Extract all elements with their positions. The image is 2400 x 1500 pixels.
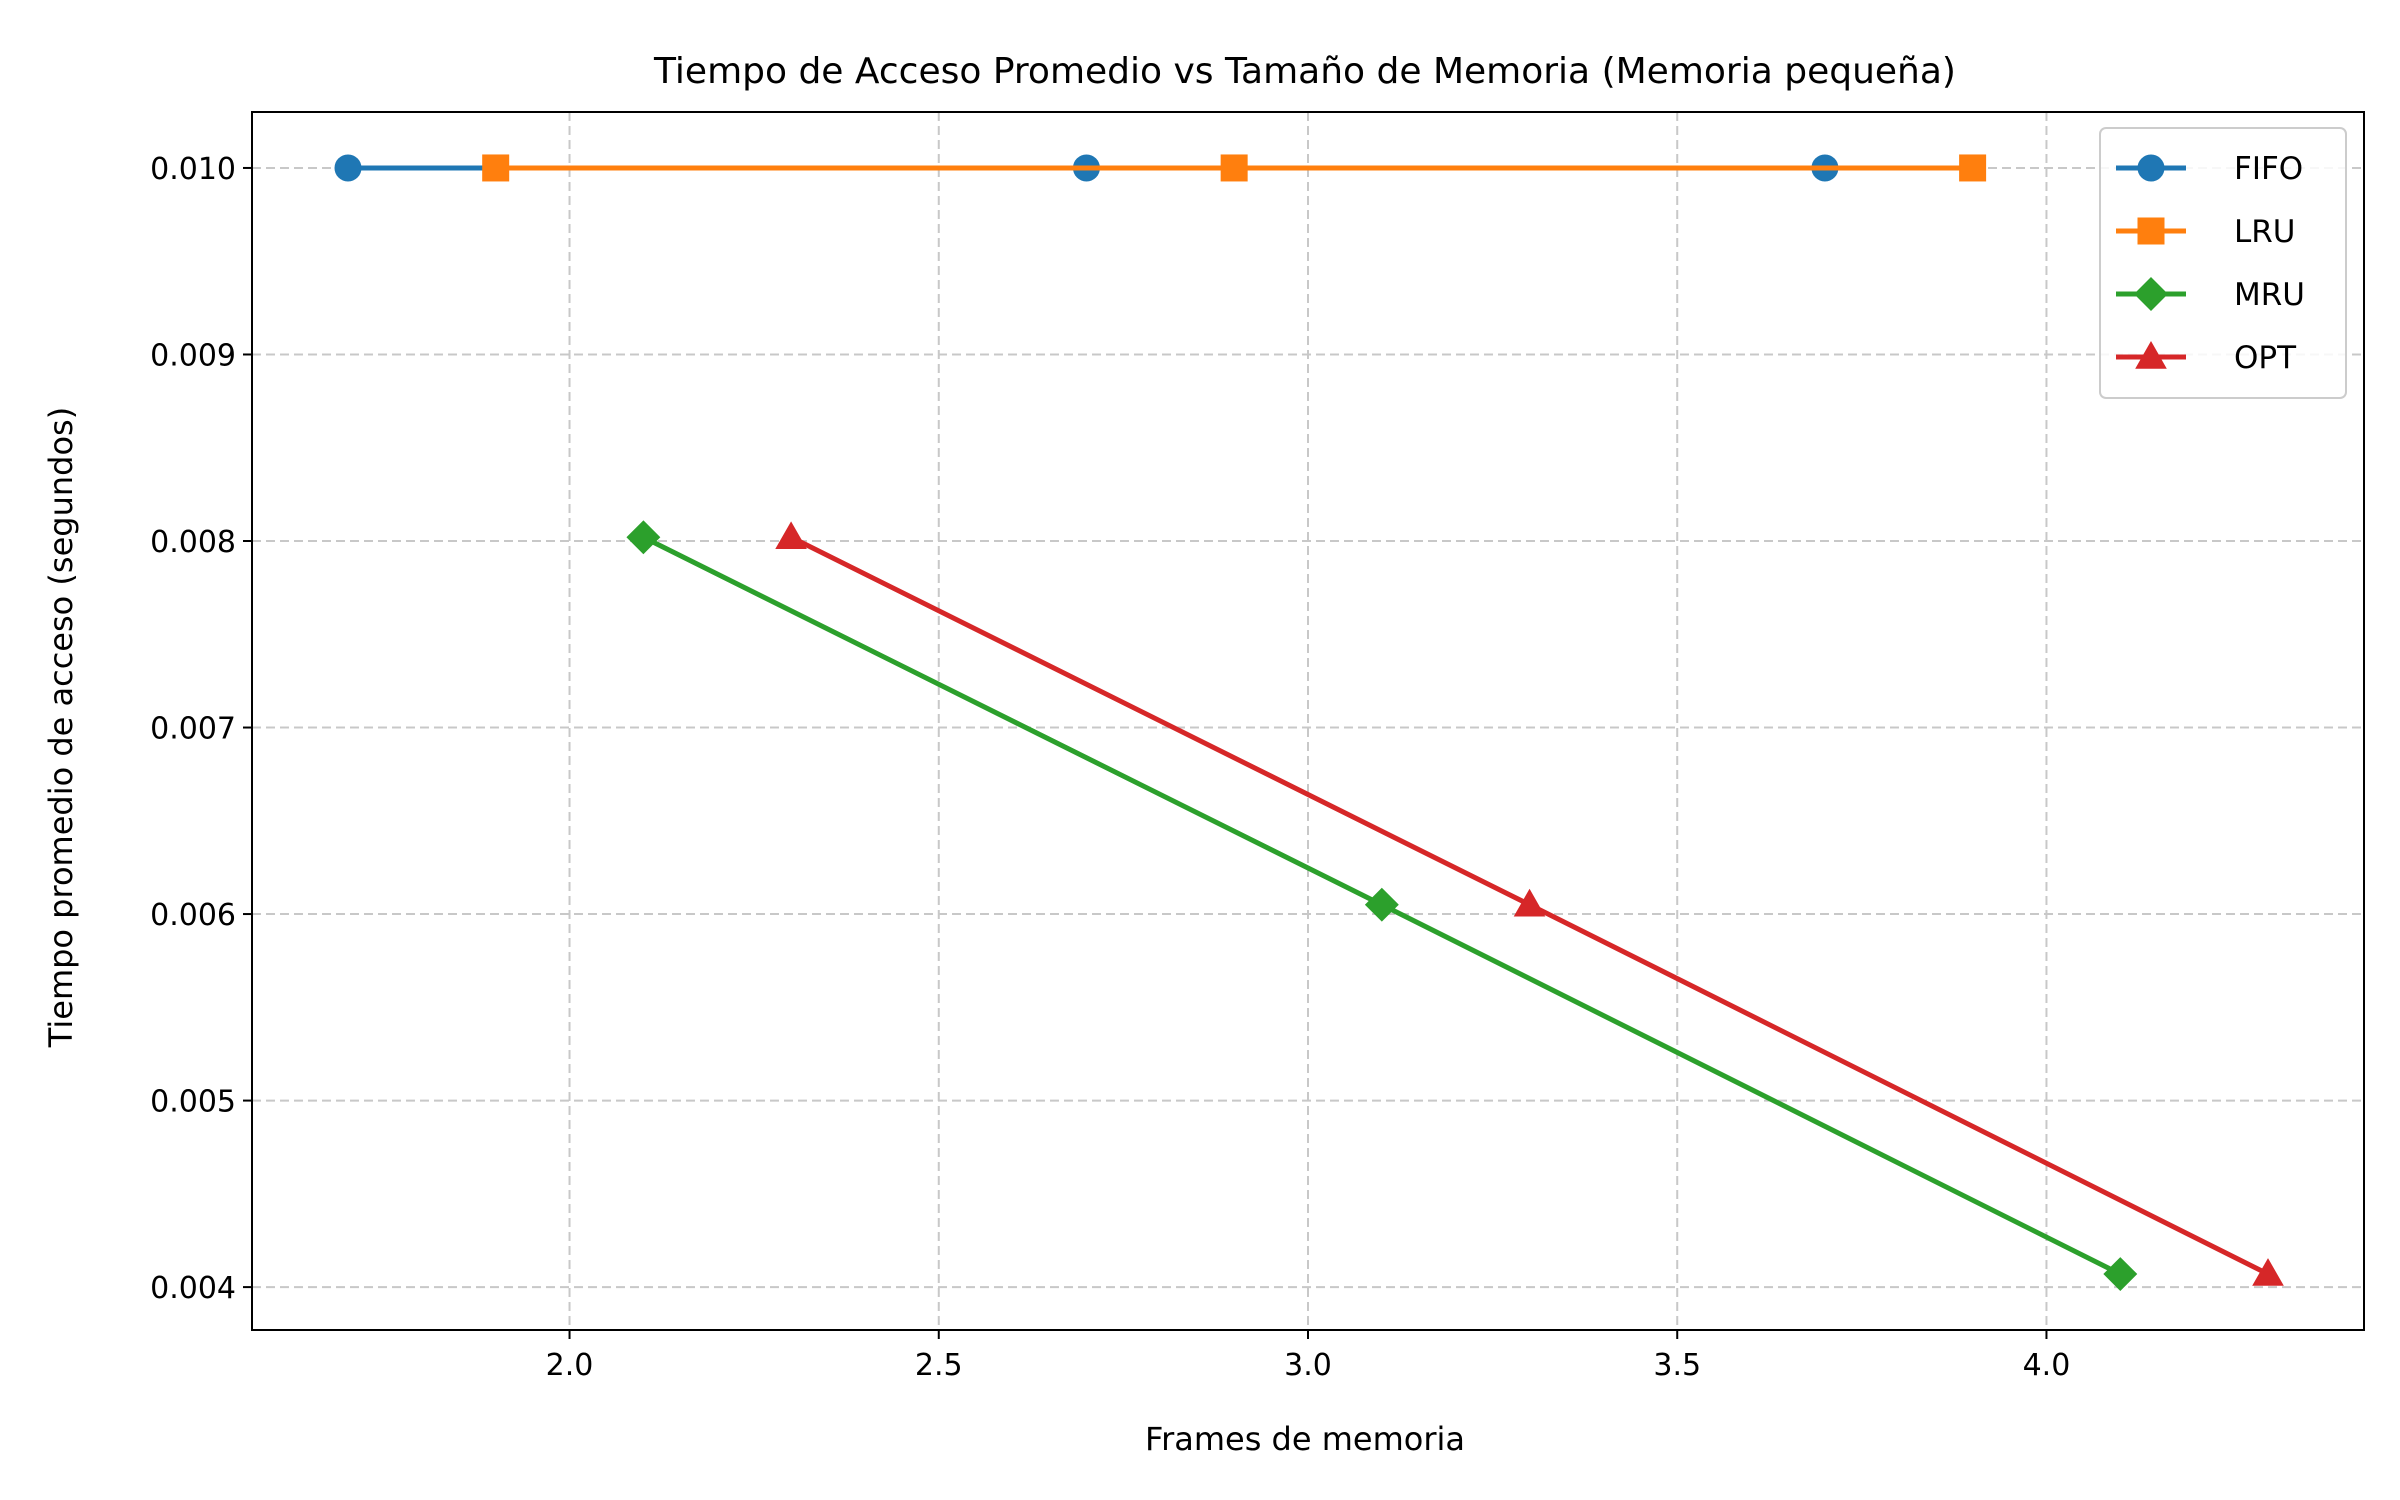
data-point-lru xyxy=(1959,154,1987,182)
series-opt xyxy=(775,521,2284,1286)
data-point-mru xyxy=(1364,887,1399,922)
y-tick-label: 0.008 xyxy=(150,525,236,560)
legend-marker-opt xyxy=(2135,341,2167,369)
data-point-lru xyxy=(1220,154,1248,182)
data-point-lru xyxy=(482,154,510,182)
y-tick-label: 0.007 xyxy=(150,712,236,747)
y-axis-ticks: 0.004 0.005 0.006 0.007 0.008 0.009 0.010 xyxy=(150,152,252,1306)
y-tick-label: 0.009 xyxy=(150,338,236,373)
x-tick-label: 2.5 xyxy=(915,1348,963,1383)
legend-box xyxy=(2099,127,2347,399)
data-point-opt xyxy=(1513,888,1546,917)
y-tick-label: 0.004 xyxy=(150,1271,236,1306)
x-tick-label: 2.0 xyxy=(546,1348,594,1383)
series-layer xyxy=(334,154,2284,1291)
legend: FIFO LRU MRU OPT xyxy=(2099,127,2347,399)
legend-item-lru: LRU xyxy=(2116,214,2296,250)
x-axis-ticks: 2.0 2.5 3.0 3.5 4.0 xyxy=(546,1330,2071,1383)
data-point-fifo xyxy=(334,154,362,182)
series-mru xyxy=(626,520,2138,1291)
legend-label-lru: LRU xyxy=(2234,214,2296,250)
data-point-mru xyxy=(626,520,661,555)
y-tick-label: 0.010 xyxy=(150,152,236,187)
y-tick-label: 0.005 xyxy=(150,1085,236,1120)
data-point-opt xyxy=(2252,1258,2284,1286)
legend-label-fifo: FIFO xyxy=(2234,151,2303,187)
data-point-mru xyxy=(2103,1257,2138,1291)
legend-label-opt: OPT xyxy=(2234,340,2297,376)
legend-item-mru: MRU xyxy=(2116,277,2305,313)
legend-marker-mru xyxy=(2134,277,2168,311)
x-tick-label: 3.0 xyxy=(1284,1348,1332,1383)
series-lru xyxy=(482,154,1987,182)
x-tick-label: 4.0 xyxy=(2023,1348,2071,1383)
grid xyxy=(252,112,2364,1330)
chart-title: Tiempo de Acceso Promedio vs Tamaño de M… xyxy=(653,51,1956,92)
x-axis-label: Frames de memoria xyxy=(1145,1420,1465,1458)
y-axis-label: Tiempo promedio de acceso (segundos) xyxy=(42,407,80,1048)
x-tick-label: 3.5 xyxy=(1653,1348,1701,1383)
legend-item-opt: OPT xyxy=(2116,340,2297,376)
data-point-opt xyxy=(775,521,807,549)
legend-marker-lru xyxy=(2137,217,2165,245)
y-tick-label: 0.006 xyxy=(150,898,236,933)
legend-item-fifo: FIFO xyxy=(2116,151,2303,187)
legend-label-mru: MRU xyxy=(2234,277,2305,313)
legend-marker-fifo xyxy=(2137,154,2165,182)
